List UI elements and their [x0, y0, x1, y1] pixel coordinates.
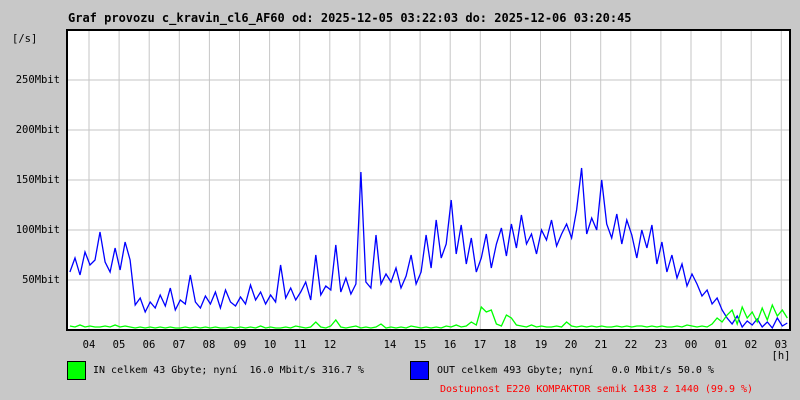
x-tick-label: 01 — [714, 339, 728, 351]
x-tick-label: 09 — [233, 339, 247, 351]
x-tick-label: 07 — [172, 339, 186, 351]
x-tick-label: 17 — [473, 339, 487, 351]
y-tick-label: 50Mbit — [22, 274, 60, 286]
x-tick-label: 00 — [684, 339, 698, 351]
x-tick-label: 16 — [443, 339, 457, 351]
traffic-chart — [66, 29, 791, 331]
x-tick-label: 10 — [263, 339, 277, 351]
in-series-line — [69, 303, 788, 329]
x-tick-label: 19 — [534, 339, 548, 351]
x-tick-label: 18 — [503, 339, 517, 351]
x-tick-label: 15 — [413, 339, 427, 351]
x-tick-label: 22 — [624, 339, 638, 351]
x-tick-label: 06 — [142, 339, 156, 351]
x-tick-label: 12 — [323, 339, 337, 351]
legend-out-swatch — [410, 361, 429, 380]
x-tick-label: 02 — [744, 339, 758, 351]
x-tick-label: 20 — [564, 339, 578, 351]
x-tick-label: 11 — [293, 339, 307, 351]
out-series-line — [69, 167, 788, 330]
legend-out-label: OUT celkem 493 Gbyte; nyní 0.0 Mbit/s 50… — [437, 365, 714, 376]
x-tick-label: 04 — [82, 339, 96, 351]
availability-note: Dostupnost E220 KOMPAKTOR semik 1438 z 1… — [440, 384, 754, 395]
y-tick-label: 250Mbit — [15, 74, 60, 86]
x-tick-label: 05 — [112, 339, 126, 351]
x-tick-label: 23 — [654, 339, 668, 351]
y-axis-unit-label: [/s] — [12, 33, 38, 45]
y-tick-label: 200Mbit — [15, 124, 60, 136]
x-axis-unit-label: [h] — [771, 350, 791, 362]
x-tick-label: 08 — [202, 339, 216, 351]
graph-title: Graf provozu c_kravin_cl6_AF60 od: 2025-… — [68, 11, 632, 25]
legend-in-swatch — [67, 361, 86, 380]
x-tick-label: 03 — [774, 339, 788, 351]
y-tick-label: 150Mbit — [15, 174, 60, 186]
y-tick-label: 100Mbit — [15, 224, 60, 236]
x-tick-label: 21 — [594, 339, 608, 351]
plot-border — [66, 29, 791, 331]
legend-in-label: IN celkem 43 Gbyte; nyní 16.0 Mbit/s 316… — [93, 365, 364, 376]
x-tick-label: 14 — [383, 339, 397, 351]
